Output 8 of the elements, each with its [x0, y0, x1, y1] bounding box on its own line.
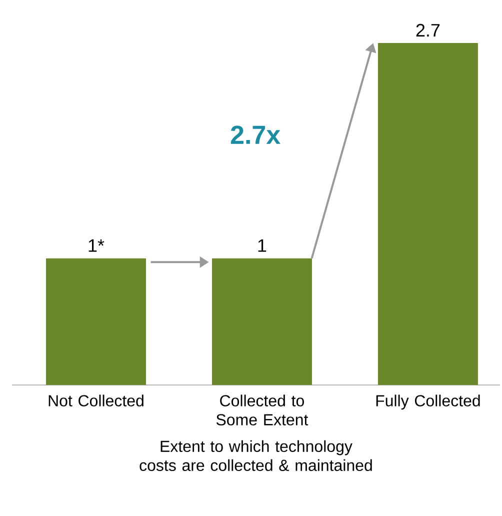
data-label: 2.7 — [416, 24, 440, 36]
x-axis-title: Extent to which technology costs are collected & maintained — [140, 440, 372, 472]
annotation: 2.7x — [230, 126, 280, 144]
data-label: 1* — [88, 239, 104, 252]
data-label: 1 — [258, 239, 266, 252]
x-tick-label: Collected to Some Extent — [216, 394, 308, 426]
x-tick-label: Fully Collected — [376, 394, 480, 410]
x-tick-label: Not Collected — [48, 394, 144, 406]
